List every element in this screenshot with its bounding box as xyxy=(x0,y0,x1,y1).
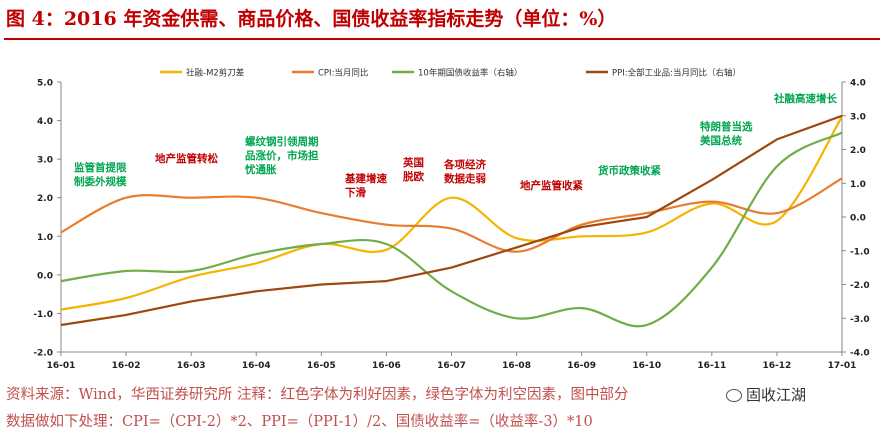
footnote-line-1: 资料来源：Wind，华西证券研究所 注释：红色字体为利好因素，绿色字体为利空因素… xyxy=(6,387,629,403)
y-right-tick-label: 1.0 xyxy=(850,180,866,190)
title-divider xyxy=(4,38,880,40)
y-right-tick-label: -1.0 xyxy=(850,247,870,257)
x-tick-label: 16-03 xyxy=(177,361,206,371)
y-right-tick-label: -2.0 xyxy=(850,281,870,291)
y-left-tick-label: 1.0 xyxy=(37,233,53,243)
wechat-icon xyxy=(726,389,742,402)
legend-label-1: 社融-M2剪刀差 xyxy=(186,68,244,79)
annotation-line: 监管首提限 xyxy=(74,161,127,174)
x-tick-label: 16-01 xyxy=(47,361,76,371)
series-line-2 xyxy=(60,177,843,253)
y-left-tick-label: 3.0 xyxy=(37,156,53,166)
annotation-line: 地产监管转松 xyxy=(155,152,218,165)
annotation-line: 社融高速增长 xyxy=(773,92,837,105)
x-tick-label: 16-09 xyxy=(567,361,596,371)
annotation-line: 下滑 xyxy=(345,186,366,199)
watermark-text: 固收江湖 xyxy=(746,386,807,404)
annotation-8: 货币政策收紧 xyxy=(597,164,661,177)
line-chart: -2.0 -1.0 0.0 1.0 2.0 3.0 4.0 5.0 -4.0 -3.0 -2.0 -1… xyxy=(33,68,869,372)
annotation-line: 基建增速 xyxy=(344,172,387,185)
annotation-line: 数据走弱 xyxy=(443,172,486,185)
annotation-4: 基建增速下滑 xyxy=(344,172,387,199)
annotation-line: 品涨价，市场担 xyxy=(245,149,319,162)
annotation-line: 特朗普当选 xyxy=(700,120,753,133)
x-tick-label: 16-02 xyxy=(112,361,141,371)
figure-title: 图 4：2016 年资金供需、商品价格、国债收益率指标走势（单位：%） xyxy=(6,8,617,30)
y-left-tick-label: -1.0 xyxy=(33,310,53,320)
series-line-3 xyxy=(60,131,843,328)
x-tick-label: 16-05 xyxy=(307,361,336,371)
x-tick-label: 16-12 xyxy=(763,361,792,371)
legend-label-3: 10年期国债收益率（右轴） xyxy=(418,68,522,79)
x-tick-label: 16-08 xyxy=(502,361,531,371)
annotation-line: 螺纹钢引领周期 xyxy=(245,135,319,148)
annotation-2: 地产监管转松 xyxy=(155,152,218,165)
annotation-line: 脱欧 xyxy=(403,170,424,183)
annotation-line: 美国总统 xyxy=(700,134,742,147)
y-right-tick-label: 3.0 xyxy=(850,112,866,122)
x-tick-label: 16-07 xyxy=(437,361,466,371)
footnote: 资料来源：Wind，华西证券研究所 注释：红色字体为利好因素，绿色字体为利空因素… xyxy=(6,382,882,436)
y-left-tick-label: 5.0 xyxy=(37,79,53,89)
annotation-line: 制委外规模 xyxy=(74,175,127,188)
y-right-tick-label: 2.0 xyxy=(850,146,866,156)
x-tick-label: 16-06 xyxy=(372,361,401,371)
annotation-5: 英国脱欧 xyxy=(402,156,424,183)
legend-label-2: CPI:当月同比 xyxy=(318,68,368,79)
series-line-4 xyxy=(60,114,843,327)
legend-label-4: PPI:全部工业品:当月同比（右轴） xyxy=(612,68,741,79)
annotation-line: 货币政策收紧 xyxy=(597,164,661,177)
y-left-tick-label: 2.0 xyxy=(37,194,53,204)
y-left-tick-label: 4.0 xyxy=(37,117,53,127)
x-tick-label: 16-04 xyxy=(242,361,271,371)
annotation-line: 忧通胀 xyxy=(245,163,277,176)
chart-annotations: 监管首提限制委外规模地产监管转松螺纹钢引领周期品涨价，市场担忧通胀基建增速下滑英… xyxy=(74,92,837,199)
y-right-tick-label: 0.0 xyxy=(850,214,866,224)
x-tick-label: 16-11 xyxy=(697,361,726,371)
annotation-1: 监管首提限制委外规模 xyxy=(74,161,127,188)
chart-axes: -2.0 -1.0 0.0 1.0 2.0 3.0 4.0 5.0 -4.0 -3.0 -2.0 -1… xyxy=(33,79,869,372)
chart-series-lines xyxy=(60,114,843,328)
annotation-line: 各项经济 xyxy=(443,158,486,171)
watermark: 固收江湖 xyxy=(722,384,811,405)
annotation-line: 英国 xyxy=(402,156,424,169)
annotation-10: 社融高速增长 xyxy=(773,92,837,105)
x-tick-label: 17-01 xyxy=(828,361,857,371)
y-left-tick-label: 0.0 xyxy=(37,271,53,281)
series-line-1 xyxy=(60,116,843,311)
x-tick-label: 16-10 xyxy=(632,361,661,371)
y-right-tick-label: -4.0 xyxy=(850,349,870,359)
y-right-tick-label: 4.0 xyxy=(850,79,866,89)
y-left-tick-label: -2.0 xyxy=(33,349,53,359)
annotation-9: 特朗普当选美国总统 xyxy=(700,120,753,147)
footnote-line-2: 数据做如下处理：CPI=（CPI-2）*2、PPI=（PPI-1）/2、国债收益… xyxy=(6,414,593,430)
chart-legend: 社融-M2剪刀差 CPI:当月同比 10年期国债收益率（右轴） PPI:全部工业品:当… xyxy=(160,68,741,79)
annotation-7: 地产监管收紧 xyxy=(520,179,583,192)
annotation-3: 螺纹钢引领周期品涨价，市场担忧通胀 xyxy=(245,135,319,176)
annotation-6: 各项经济数据走弱 xyxy=(443,158,486,185)
y-right-tick-label: -3.0 xyxy=(850,315,870,325)
annotation-line: 地产监管收紧 xyxy=(520,179,583,192)
